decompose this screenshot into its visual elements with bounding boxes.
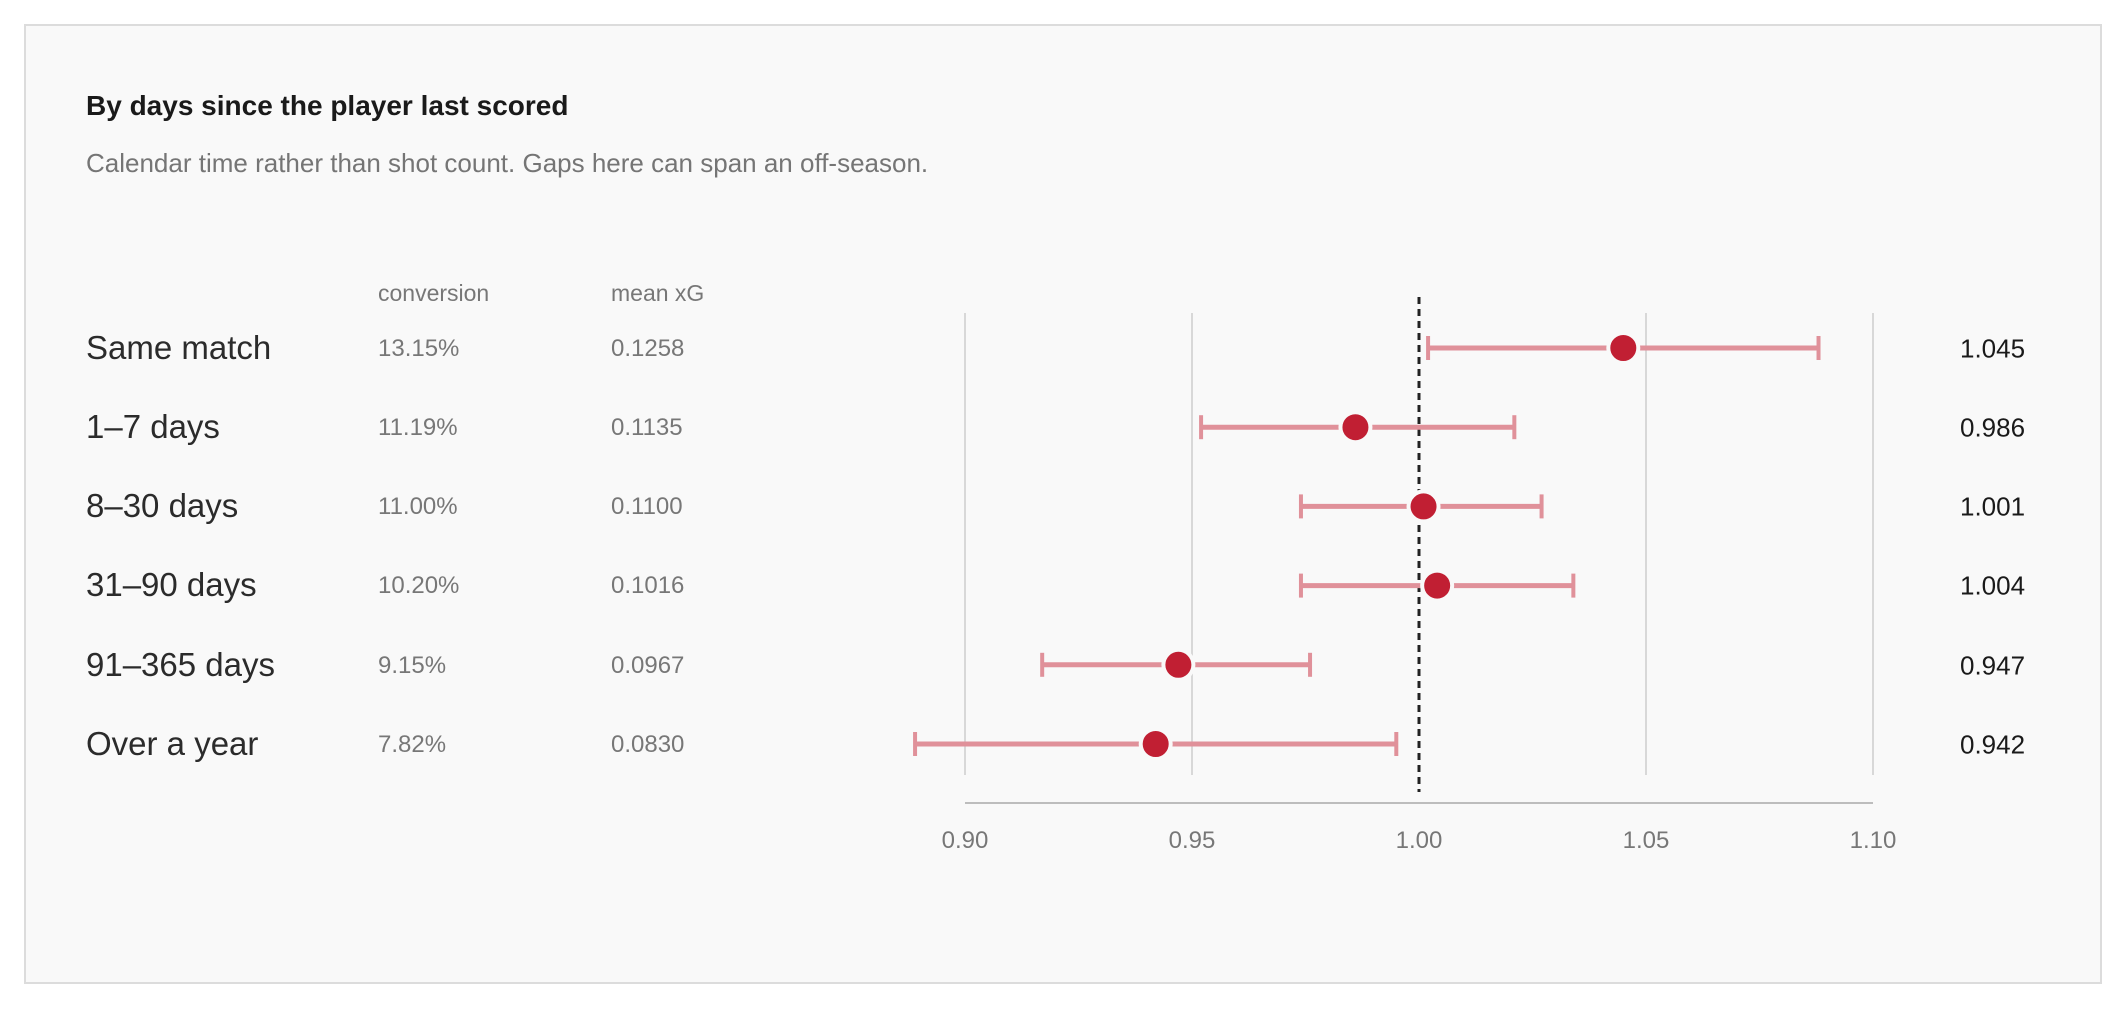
mean-xg-value: 0.1016 bbox=[611, 572, 685, 599]
ratio-value-label: 0.942 bbox=[1960, 729, 2026, 760]
mean-xg-value: 0.1100 bbox=[611, 493, 683, 520]
chart-subtitle: Calendar time rather than shot count. Ga… bbox=[86, 148, 929, 178]
data-point bbox=[1606, 331, 1641, 365]
data-point bbox=[1138, 727, 1173, 761]
conversion-value: 9.15% bbox=[378, 652, 447, 679]
x-tick-label: 1.00 bbox=[1396, 827, 1443, 854]
x-tick-label: 0.90 bbox=[942, 827, 989, 854]
mean-xg-value: 0.0967 bbox=[611, 652, 685, 679]
data-point bbox=[1420, 568, 1455, 603]
ratio-value-label: 0.986 bbox=[1960, 412, 2026, 443]
ratio-value-label: 0.947 bbox=[1960, 650, 2026, 681]
mean-xg-column-header: mean xG bbox=[611, 280, 705, 306]
conversion-value: 10.20% bbox=[378, 572, 460, 599]
mean-xg-value: 0.1135 bbox=[611, 414, 683, 441]
x-tick-label: 1.05 bbox=[1623, 827, 1670, 854]
row-label: 91–365 days bbox=[86, 646, 275, 683]
data-point bbox=[1406, 489, 1441, 524]
ratio-value-label: 1.004 bbox=[1960, 570, 2026, 601]
chart-title: By days since the player last scored bbox=[86, 90, 569, 121]
chart-card bbox=[24, 24, 2102, 984]
conversion-column-header: conversion bbox=[378, 280, 490, 306]
row-label: 8–30 days bbox=[86, 487, 239, 524]
row-label: Over a year bbox=[86, 725, 259, 762]
row-label: 31–90 days bbox=[86, 566, 257, 603]
conversion-value: 13.15% bbox=[378, 335, 460, 362]
mean-xg-value: 0.0830 bbox=[611, 731, 685, 758]
ratio-value-label: 1.045 bbox=[1960, 333, 2026, 364]
row-label: 1–7 days bbox=[86, 408, 220, 445]
row-label: Same match bbox=[86, 329, 272, 366]
mean-xg-value: 0.1258 bbox=[611, 335, 685, 362]
x-tick-label: 1.10 bbox=[1850, 827, 1897, 854]
ratio-value-label: 1.001 bbox=[1960, 491, 2026, 522]
conversion-value: 11.00% bbox=[378, 493, 458, 520]
x-tick-label: 0.95 bbox=[1169, 827, 1216, 854]
conversion-value: 11.19% bbox=[378, 414, 458, 441]
data-point bbox=[1338, 410, 1373, 445]
conversion-value: 7.82% bbox=[378, 731, 447, 758]
data-point bbox=[1161, 647, 1196, 682]
